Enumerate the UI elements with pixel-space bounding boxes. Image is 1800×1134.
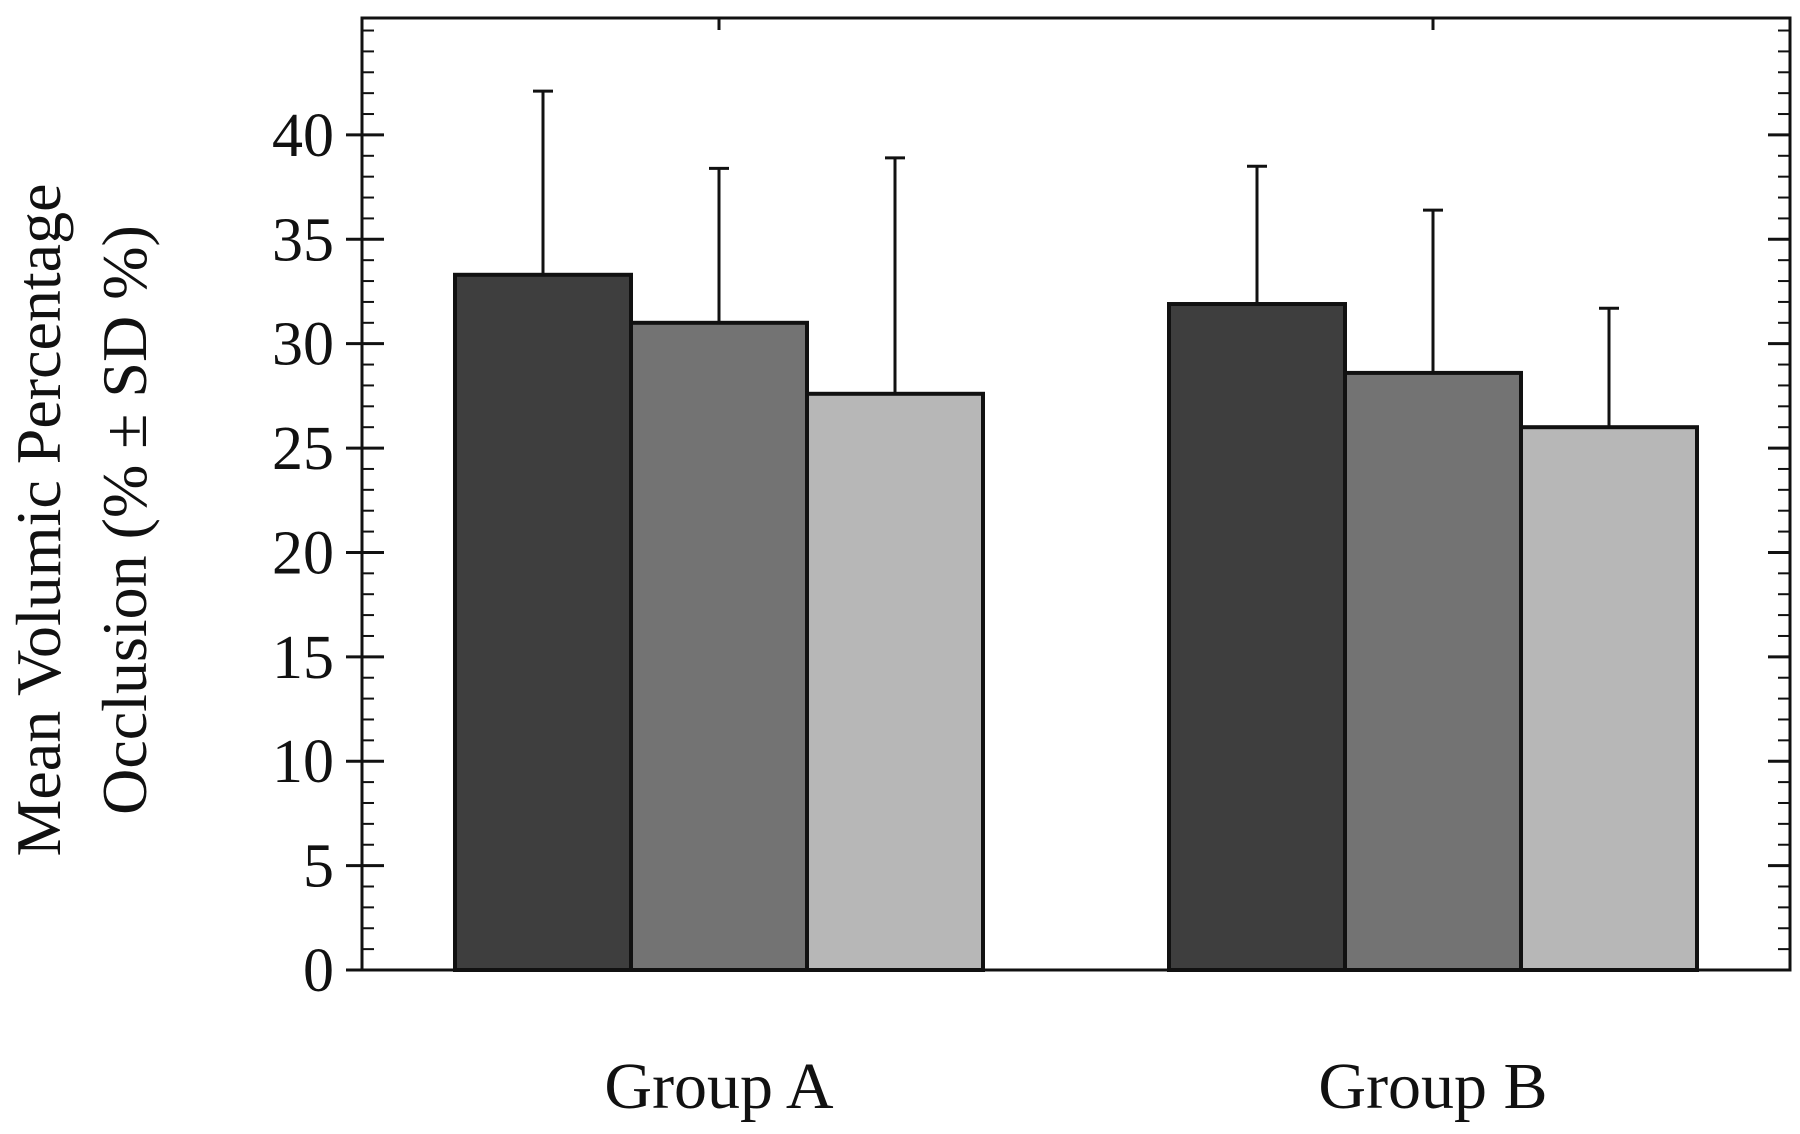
y-tick-label: 25 bbox=[272, 415, 334, 483]
plot-border bbox=[360, 16, 1792, 972]
plot-frame bbox=[360, 16, 1792, 972]
bar bbox=[1343, 370, 1523, 972]
bar bbox=[1167, 302, 1347, 973]
error-bars bbox=[533, 89, 1619, 428]
y-tick-label: 35 bbox=[272, 206, 334, 274]
bar bbox=[629, 320, 809, 972]
y-tick-label: 20 bbox=[272, 519, 334, 587]
bars bbox=[453, 272, 1699, 973]
x-tick-label: Group B bbox=[1318, 1050, 1547, 1123]
y-axis-title: Mean Volumic Percentage Occlusion (% ± S… bbox=[3, 184, 160, 857]
x-tick-label: Group A bbox=[604, 1050, 834, 1123]
bar bbox=[453, 272, 633, 972]
y-tick-label: 30 bbox=[272, 311, 334, 379]
y-tick-label: 5 bbox=[303, 833, 334, 901]
y-tick-label: 40 bbox=[272, 102, 334, 170]
bar bbox=[1519, 425, 1699, 972]
y-axis-title-line-2: Occlusion (% ± SD %) bbox=[89, 225, 160, 815]
y-tick-label: 15 bbox=[272, 624, 334, 692]
bar bbox=[805, 391, 985, 972]
y-tick-label: 0 bbox=[303, 937, 334, 1005]
y-tick-labels: 0 5 10 15 20 25 30 35 40 bbox=[272, 102, 334, 1005]
y-tick-label: 10 bbox=[272, 728, 334, 796]
y-axis-title-line-1: Mean Volumic Percentage bbox=[3, 184, 74, 857]
x-tick-labels: Group A Group B bbox=[604, 1050, 1547, 1123]
major-ticks bbox=[346, 18, 1790, 972]
